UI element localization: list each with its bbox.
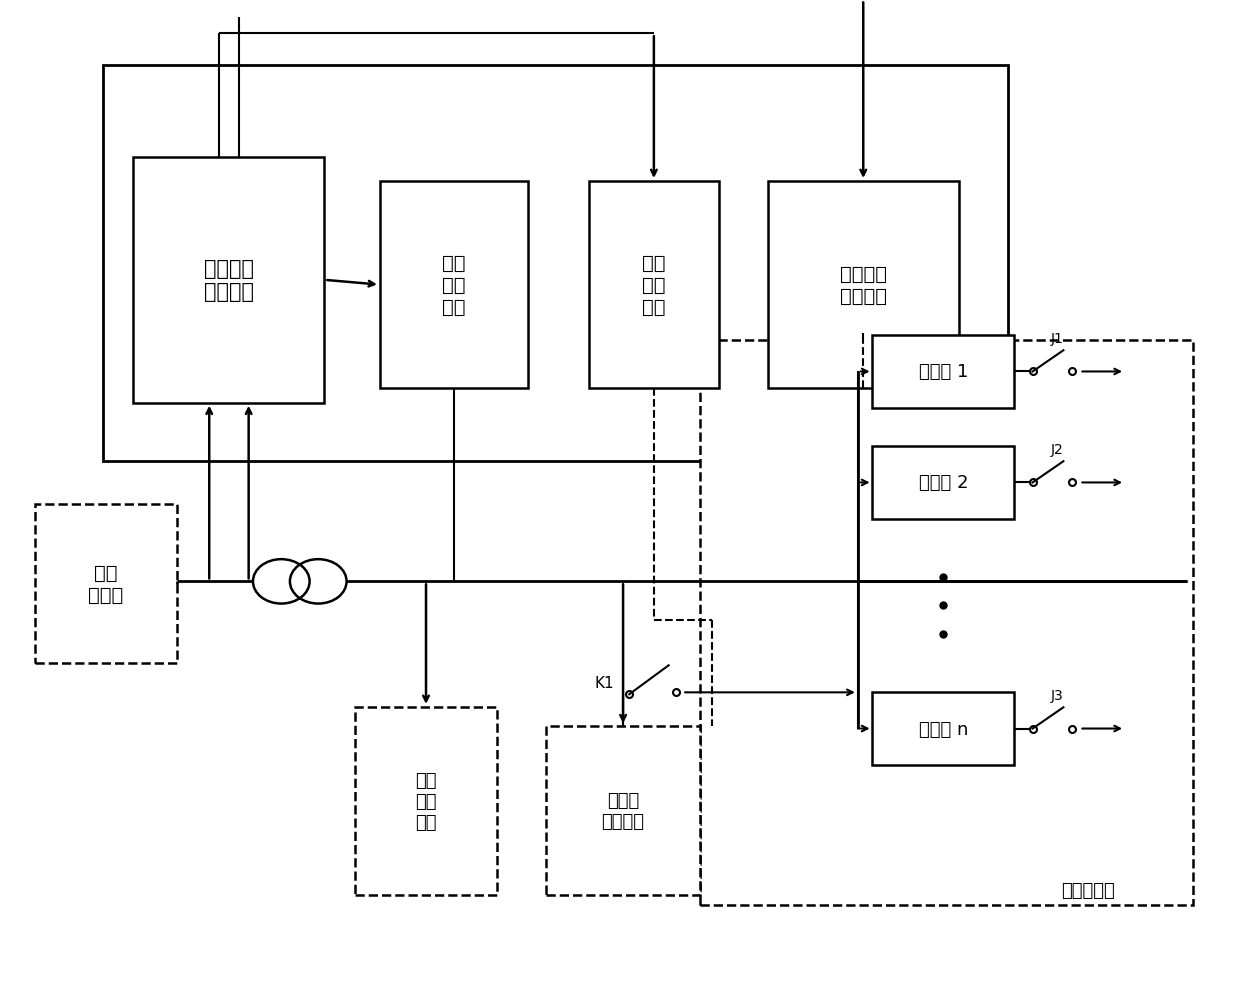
Text: J1: J1 — [1050, 331, 1064, 345]
Bar — [873, 692, 1014, 765]
Text: 区域充电站: 区域充电站 — [1061, 881, 1115, 899]
Circle shape — [253, 560, 310, 604]
Text: K1: K1 — [595, 675, 614, 690]
Text: J3: J3 — [1050, 688, 1064, 702]
Text: 新能源
发电装置: 新能源 发电装置 — [601, 792, 645, 830]
Bar — [873, 336, 1014, 408]
Bar — [103, 66, 1008, 461]
Text: 充电桩 2: 充电桩 2 — [919, 474, 968, 492]
Text: 区域
变压器: 区域 变压器 — [88, 564, 124, 604]
Text: 充电桩 n: 充电桩 n — [919, 720, 968, 738]
Bar — [701, 341, 1193, 905]
Bar — [589, 181, 718, 388]
Bar — [873, 447, 1014, 519]
Text: 参数采集
处理单元: 参数采集 处理单元 — [203, 259, 254, 302]
Bar — [768, 181, 959, 388]
Text: J2: J2 — [1050, 443, 1064, 457]
Circle shape — [290, 560, 346, 604]
Bar — [35, 505, 176, 664]
Bar — [355, 707, 497, 895]
Text: 充电功率
控制单元: 充电功率 控制单元 — [839, 265, 887, 306]
Bar — [379, 181, 528, 388]
Text: 充电桩 1: 充电桩 1 — [919, 363, 968, 382]
Text: 谐波
补偿
单元: 谐波 补偿 单元 — [441, 253, 465, 317]
Text: 逆流
控制
单元: 逆流 控制 单元 — [642, 253, 666, 317]
Text: 区域
其他
负载: 区域 其他 负载 — [415, 771, 436, 831]
Bar — [134, 158, 325, 403]
Bar — [546, 727, 701, 895]
